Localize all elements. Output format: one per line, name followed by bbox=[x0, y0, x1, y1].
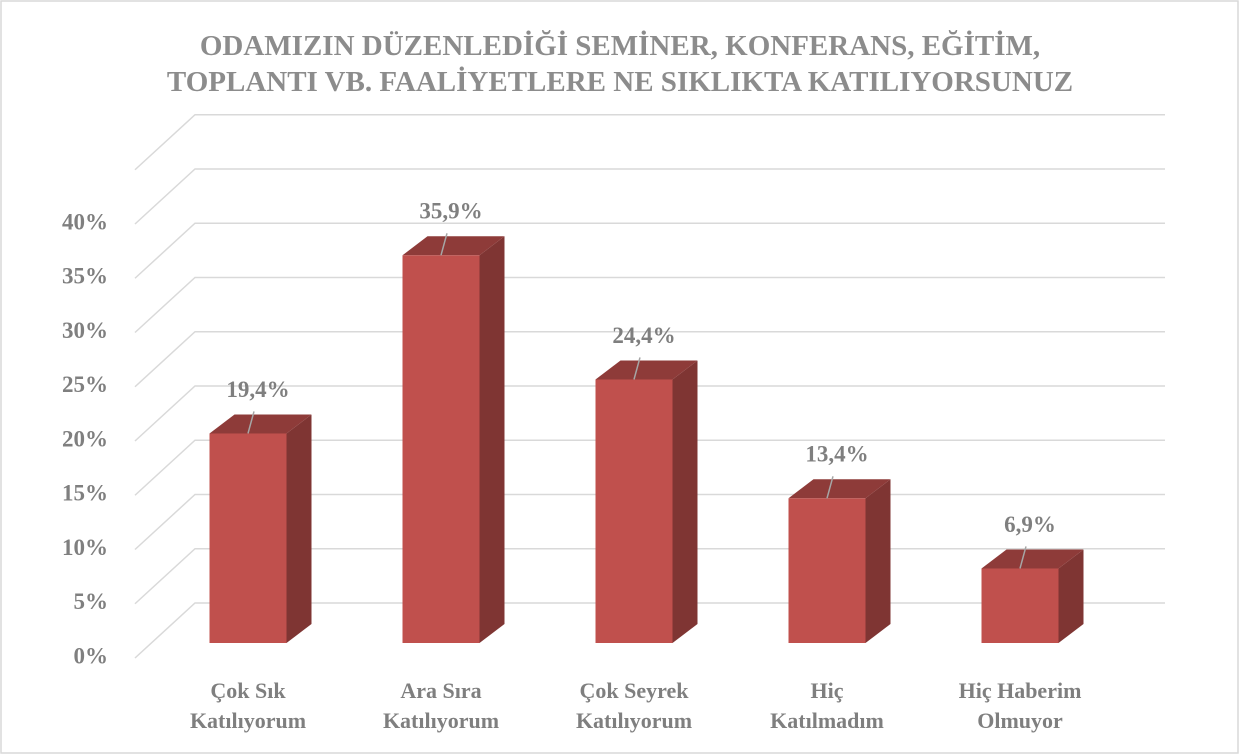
x-tick-label: Çok Seyrek Katılıyorum bbox=[575, 678, 693, 733]
grid-line bbox=[134, 331, 1165, 388]
x-tick-label: Hiç Haberim Olmuyor bbox=[958, 678, 1082, 733]
bar-side bbox=[672, 360, 698, 643]
y-tick-label: 20% bbox=[62, 426, 108, 451]
bar-top bbox=[402, 236, 505, 256]
y-tick-label: 35% bbox=[62, 264, 108, 289]
x-tick-label: Ara Sıra Katılıyorum bbox=[382, 678, 500, 733]
y-tick-label: 0% bbox=[74, 643, 109, 668]
y-tick-label: 40% bbox=[62, 209, 108, 234]
bar-top bbox=[595, 360, 698, 380]
data-label: 24,4% bbox=[612, 323, 675, 348]
grid-line bbox=[134, 385, 1165, 442]
bar-top bbox=[981, 549, 1084, 569]
x-tick-label: Çok Sık Katılıyorum bbox=[189, 678, 307, 733]
leader-line bbox=[247, 411, 255, 434]
bar-side bbox=[479, 236, 505, 643]
data-label: 6,9% bbox=[1004, 512, 1056, 537]
bar-side bbox=[865, 479, 891, 643]
bar-side bbox=[286, 414, 312, 643]
bar bbox=[595, 379, 673, 643]
data-label: 35,9% bbox=[419, 199, 482, 224]
x-tick-label: Hiç Katılmadım bbox=[770, 678, 884, 733]
data-label: 13,4% bbox=[805, 442, 868, 467]
y-tick-label: 25% bbox=[62, 372, 108, 397]
bar-side bbox=[1058, 549, 1084, 643]
leader-line bbox=[826, 476, 834, 499]
leader-line bbox=[633, 357, 641, 380]
grid-line bbox=[134, 114, 1165, 171]
bar-top bbox=[788, 479, 891, 499]
y-tick-label: 30% bbox=[62, 318, 108, 343]
bar bbox=[981, 568, 1059, 643]
grid-line bbox=[134, 276, 1165, 334]
leader-line bbox=[1019, 546, 1027, 569]
grid-line bbox=[134, 222, 1165, 279]
leader-line bbox=[440, 233, 448, 256]
y-tick-label: 10% bbox=[62, 535, 108, 560]
chart-title: ODAMIZIN DÜZENLEDİĞİ SEMİNER, KONFERANS,… bbox=[166, 30, 1074, 98]
y-tick-label: 15% bbox=[62, 481, 108, 506]
bar bbox=[402, 255, 480, 643]
grid-line bbox=[134, 439, 1165, 496]
bar bbox=[788, 498, 866, 643]
bar-top bbox=[209, 414, 312, 434]
bar bbox=[209, 433, 287, 643]
data-label: 19,4% bbox=[226, 377, 289, 402]
grid-line bbox=[134, 168, 1165, 225]
y-tick-label: 5% bbox=[74, 589, 109, 614]
